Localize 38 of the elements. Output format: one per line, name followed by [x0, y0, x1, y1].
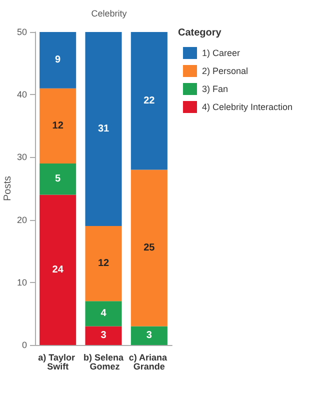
- data-label: 25: [144, 242, 156, 254]
- y-tick-label: 30: [16, 152, 27, 162]
- y-tick-label: 40: [16, 90, 27, 100]
- bar: [40, 32, 76, 88]
- bar: [40, 194, 76, 345]
- bar: [130, 170, 168, 326]
- legend-label: 2) Personal: [202, 66, 248, 76]
- legend-label: 1) Career: [202, 48, 240, 58]
- data-label: 31: [98, 124, 110, 135]
- bar: [85, 301, 122, 326]
- bar: [130, 326, 168, 345]
- data-label: 22: [144, 95, 156, 106]
- y-tick-label: 50: [16, 27, 27, 37]
- x-tick-label: b) Selena Gomez: [83, 352, 124, 372]
- chart-title: Celebrity: [91, 8, 128, 18]
- legend-label: 3) Fan: [202, 84, 228, 94]
- y-tick-label: 20: [16, 214, 27, 225]
- bar: [40, 163, 76, 195]
- data-label: 5: [55, 174, 62, 185]
- legend-title: Category: [178, 28, 222, 38]
- data-label: 12: [98, 258, 110, 270]
- data-label: 3: [146, 330, 152, 342]
- data-label: 3: [100, 330, 107, 342]
- bar: [130, 32, 168, 170]
- bar: [40, 88, 76, 164]
- y-tick-label: 0: [22, 340, 27, 350]
- y-axis-title: Posts: [2, 176, 14, 202]
- legend-label: 4) Celebrity Interaction: [202, 102, 293, 112]
- data-label: 24: [52, 264, 64, 276]
- bar: [85, 226, 122, 302]
- data-label: 12: [52, 120, 64, 132]
- data-label: 9: [55, 54, 62, 66]
- bar: [85, 32, 122, 226]
- x-tick-label: a) Taylor Swift: [38, 352, 78, 372]
- data-label: 4: [100, 308, 107, 320]
- bar: [85, 326, 122, 345]
- x-tick-label: c) Ariana Grande: [128, 352, 170, 372]
- y-tick-label: 10: [16, 277, 27, 288]
